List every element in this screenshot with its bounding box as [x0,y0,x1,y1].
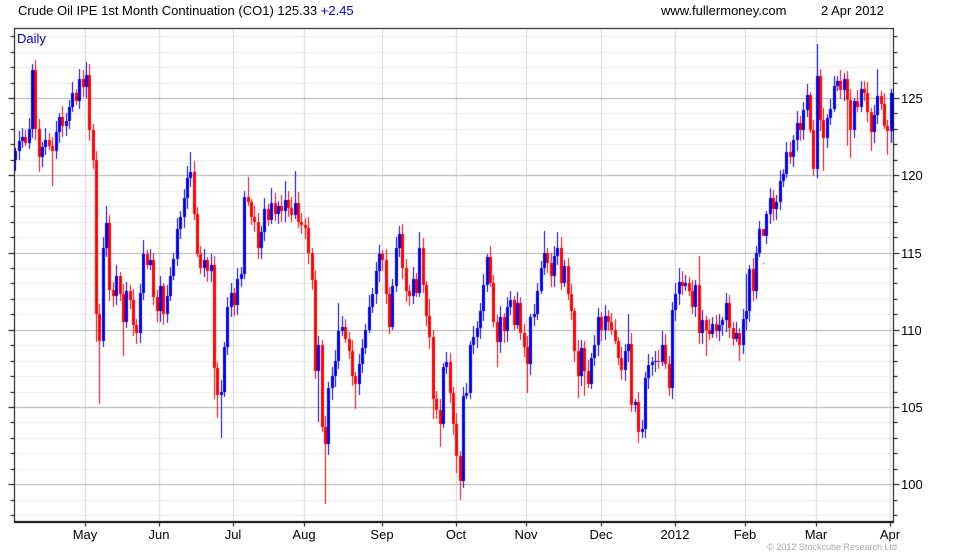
x-axis-label: Sep [370,527,394,542]
x-axis-label: Oct [445,527,467,542]
y-axis-label: 120 [901,168,923,183]
x-axis-label: Dec [589,527,613,542]
y-axis-label: 100 [901,477,923,492]
x-axis-label: Aug [292,527,316,542]
y-axis-label: 125 [901,91,923,106]
price-change: +2.45 [320,3,354,18]
x-axis-label: Feb [733,527,757,542]
chart-title-text: Crude Oil IPE 1st Month Continuation (CO… [18,3,321,18]
y-axis-label: 105 [901,400,923,415]
y-axis-label: 115 [901,246,922,261]
x-axis-label: 2012 [660,527,690,542]
x-axis-label: May [72,527,98,542]
chart-date: 2 Apr 2012 [821,3,884,18]
interval-label: Daily [17,31,46,46]
chart-title: Crude Oil IPE 1st Month Continuation (CO… [18,3,354,18]
x-axis-label: Apr [879,527,901,542]
y-axis-label: 110 [901,323,922,338]
x-axis-label: Nov [514,527,538,542]
x-axis-label: Mar [804,527,828,542]
copyright-notice: © 2012 Stockcube Research Ltd [767,542,897,552]
watermark-url: www.fullermoney.com [661,3,787,18]
x-axis-label: Jun [148,527,170,542]
x-axis-label: Jul [224,527,242,542]
